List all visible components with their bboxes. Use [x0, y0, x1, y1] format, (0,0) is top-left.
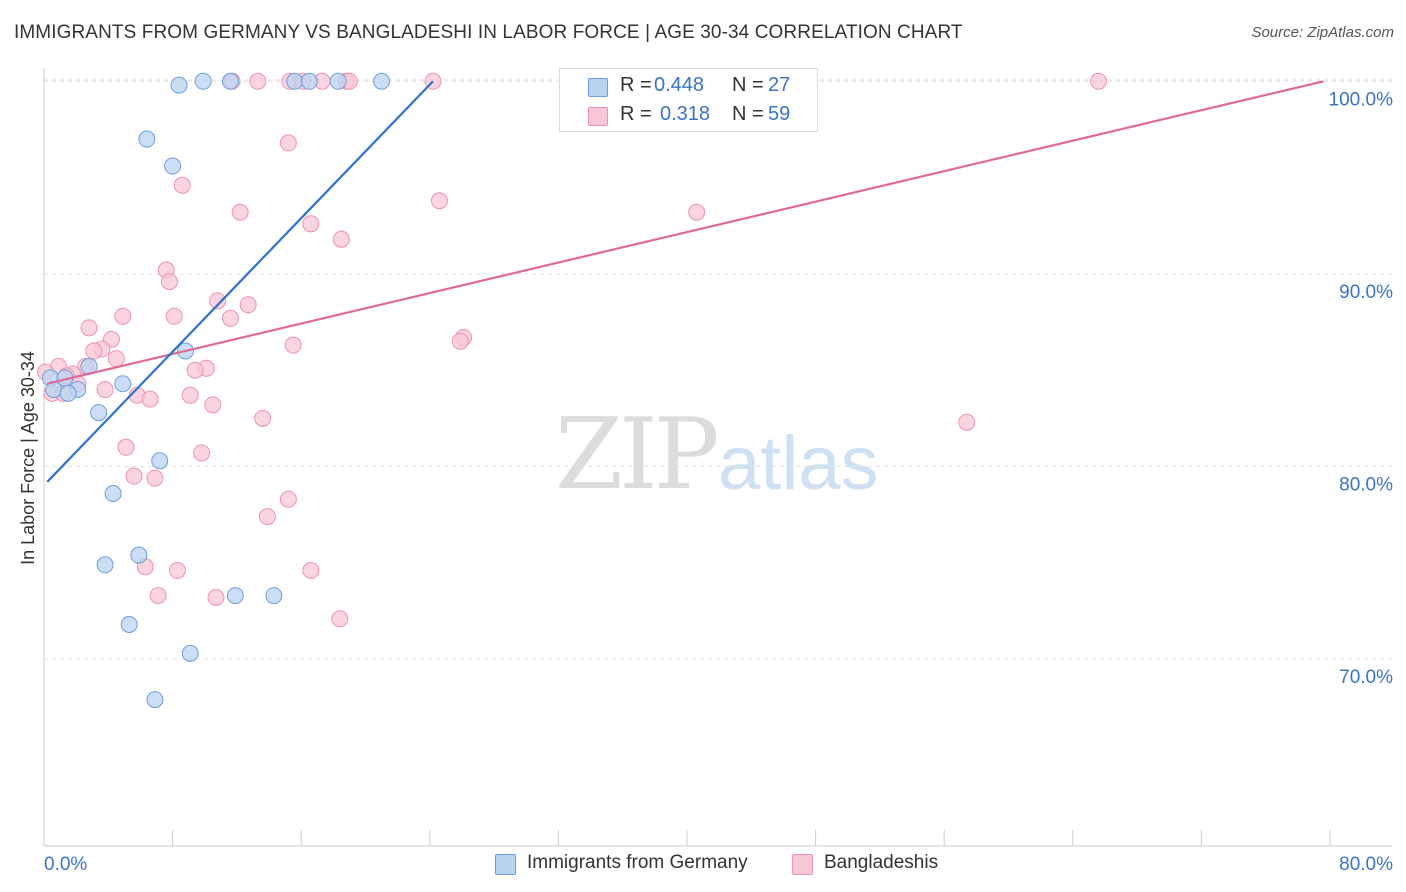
bangladeshi-point — [186, 361, 204, 379]
germany-point — [138, 130, 156, 148]
bangladeshi-point — [279, 134, 297, 152]
y-tick-label: 80.0% — [1339, 475, 1393, 496]
bangladeshi-point — [302, 562, 320, 580]
bangladeshi-point — [430, 192, 448, 210]
bangladeshi-point — [165, 307, 183, 325]
germany-point — [265, 587, 283, 605]
bangladeshi-point — [258, 508, 276, 526]
x-tick-label-max: 80.0% — [1339, 854, 1393, 875]
bangladeshi-point — [209, 292, 227, 310]
watermark-zip: ZIP — [555, 398, 720, 512]
bangladeshi-point — [173, 176, 191, 194]
germany-point — [194, 72, 212, 90]
legend-swatch-bangladeshi — [588, 107, 608, 126]
gridlines — [44, 79, 1392, 660]
germany-point — [146, 691, 164, 709]
bangladeshi-point — [146, 469, 164, 487]
correlation-legend: R = 0.448 N = 27 R = 0.318 N = 59 — [559, 68, 818, 132]
watermark-atlas: atlas — [718, 421, 879, 506]
bangladeshi-point — [80, 319, 98, 337]
bangladeshi-point — [107, 350, 125, 368]
germany-point — [114, 375, 132, 393]
source-label: Source: ZipAtlas.com — [1251, 24, 1394, 41]
bangladeshi-point — [207, 589, 225, 607]
germany-point — [104, 484, 122, 502]
bangladeshi-point — [204, 396, 222, 414]
legend-n-label: N = — [732, 103, 764, 125]
bangladeshi-point — [332, 230, 350, 248]
germany-point — [226, 587, 244, 605]
legend-n-label: N = — [732, 74, 764, 96]
bangladeshi-point — [114, 307, 132, 325]
bangladeshi-point — [302, 215, 320, 233]
y-tick-label: 70.0% — [1339, 667, 1393, 688]
germany-point — [164, 157, 182, 175]
y-tick-label: 90.0% — [1339, 282, 1393, 303]
tick-labels: 70.0% 80.0% 90.0% 100.0% 0.0% 80.0% In Labor F… — [18, 89, 1393, 875]
bangladeshi-point — [181, 386, 199, 404]
bangladeshi-point — [958, 413, 976, 431]
y-axis-label: In Labor Force | Age 30-34 — [18, 351, 38, 565]
chart-title: IMMIGRANTS FROM GERMANY VS BANGLADESHI I… — [14, 22, 963, 43]
legend-n-value-germany: 27 — [768, 74, 791, 96]
legend-n-value-bangladeshi: 59 — [768, 103, 791, 125]
germany-point — [329, 72, 347, 90]
bangladeshi-point — [193, 444, 211, 462]
bangladeshi-point — [117, 438, 135, 456]
bangladeshi-point — [141, 390, 159, 408]
germany-point — [181, 644, 199, 662]
germany-point — [373, 72, 391, 90]
bangladeshi-point — [254, 409, 272, 427]
legend-row-bangladeshi: R = 0.318 N = 59 — [560, 100, 817, 130]
bangladeshi-point — [284, 336, 302, 354]
legend-r-label: R = — [620, 74, 652, 96]
legend-r-value-bangladeshi: 0.318 — [660, 103, 711, 125]
germany-trend-line — [46, 80, 434, 483]
bottom-legend-label-bangladeshi: Bangladeshis — [824, 852, 939, 873]
germany-point — [286, 72, 304, 90]
legend-swatch-germany — [588, 78, 608, 97]
bangladeshi-point — [160, 273, 178, 291]
legend-row-germany: R = 0.448 N = 27 — [560, 71, 817, 101]
legend-r-label: R = — [620, 103, 652, 125]
bangladeshi-point — [168, 562, 186, 580]
axes — [43, 68, 1392, 847]
bangladeshi-point — [149, 587, 167, 605]
germany-point — [59, 384, 77, 402]
bangladeshi-point — [231, 203, 249, 221]
germany-point — [151, 452, 169, 470]
bangladeshi-point — [688, 203, 706, 221]
bangladeshi-point — [221, 309, 239, 327]
bottom-legend-swatch-germany — [495, 854, 516, 875]
bangladeshi-trend-line — [46, 80, 1324, 385]
y-tick-label: 100.0% — [1329, 89, 1394, 110]
bangladeshi-point — [96, 380, 114, 398]
germany-point — [96, 556, 114, 574]
bangladeshi-points — [37, 72, 1108, 628]
bottom-legend-swatch-bangladeshi — [792, 854, 813, 875]
bangladeshi-point — [249, 72, 267, 90]
germany-point — [130, 546, 148, 564]
bangladeshi-point — [451, 332, 469, 350]
germany-point — [120, 615, 138, 633]
germany-point — [221, 72, 239, 90]
bangladeshi-point — [239, 296, 257, 314]
germany-point — [300, 72, 318, 90]
germany-points — [41, 72, 391, 709]
germany-point — [170, 76, 188, 94]
bangladeshi-point — [331, 610, 349, 628]
legend-r-value-germany: 0.448 — [654, 74, 705, 96]
bangladeshi-point — [1090, 72, 1108, 90]
germany-point — [90, 404, 108, 422]
trend-lines — [46, 80, 1324, 483]
bottom-legend-label-germany: Immigrants from Germany — [527, 852, 748, 873]
x-tick-label-min: 0.0% — [44, 854, 87, 875]
bangladeshi-point — [125, 467, 143, 485]
bangladeshi-point — [85, 342, 103, 360]
bangladeshi-point — [279, 490, 297, 508]
